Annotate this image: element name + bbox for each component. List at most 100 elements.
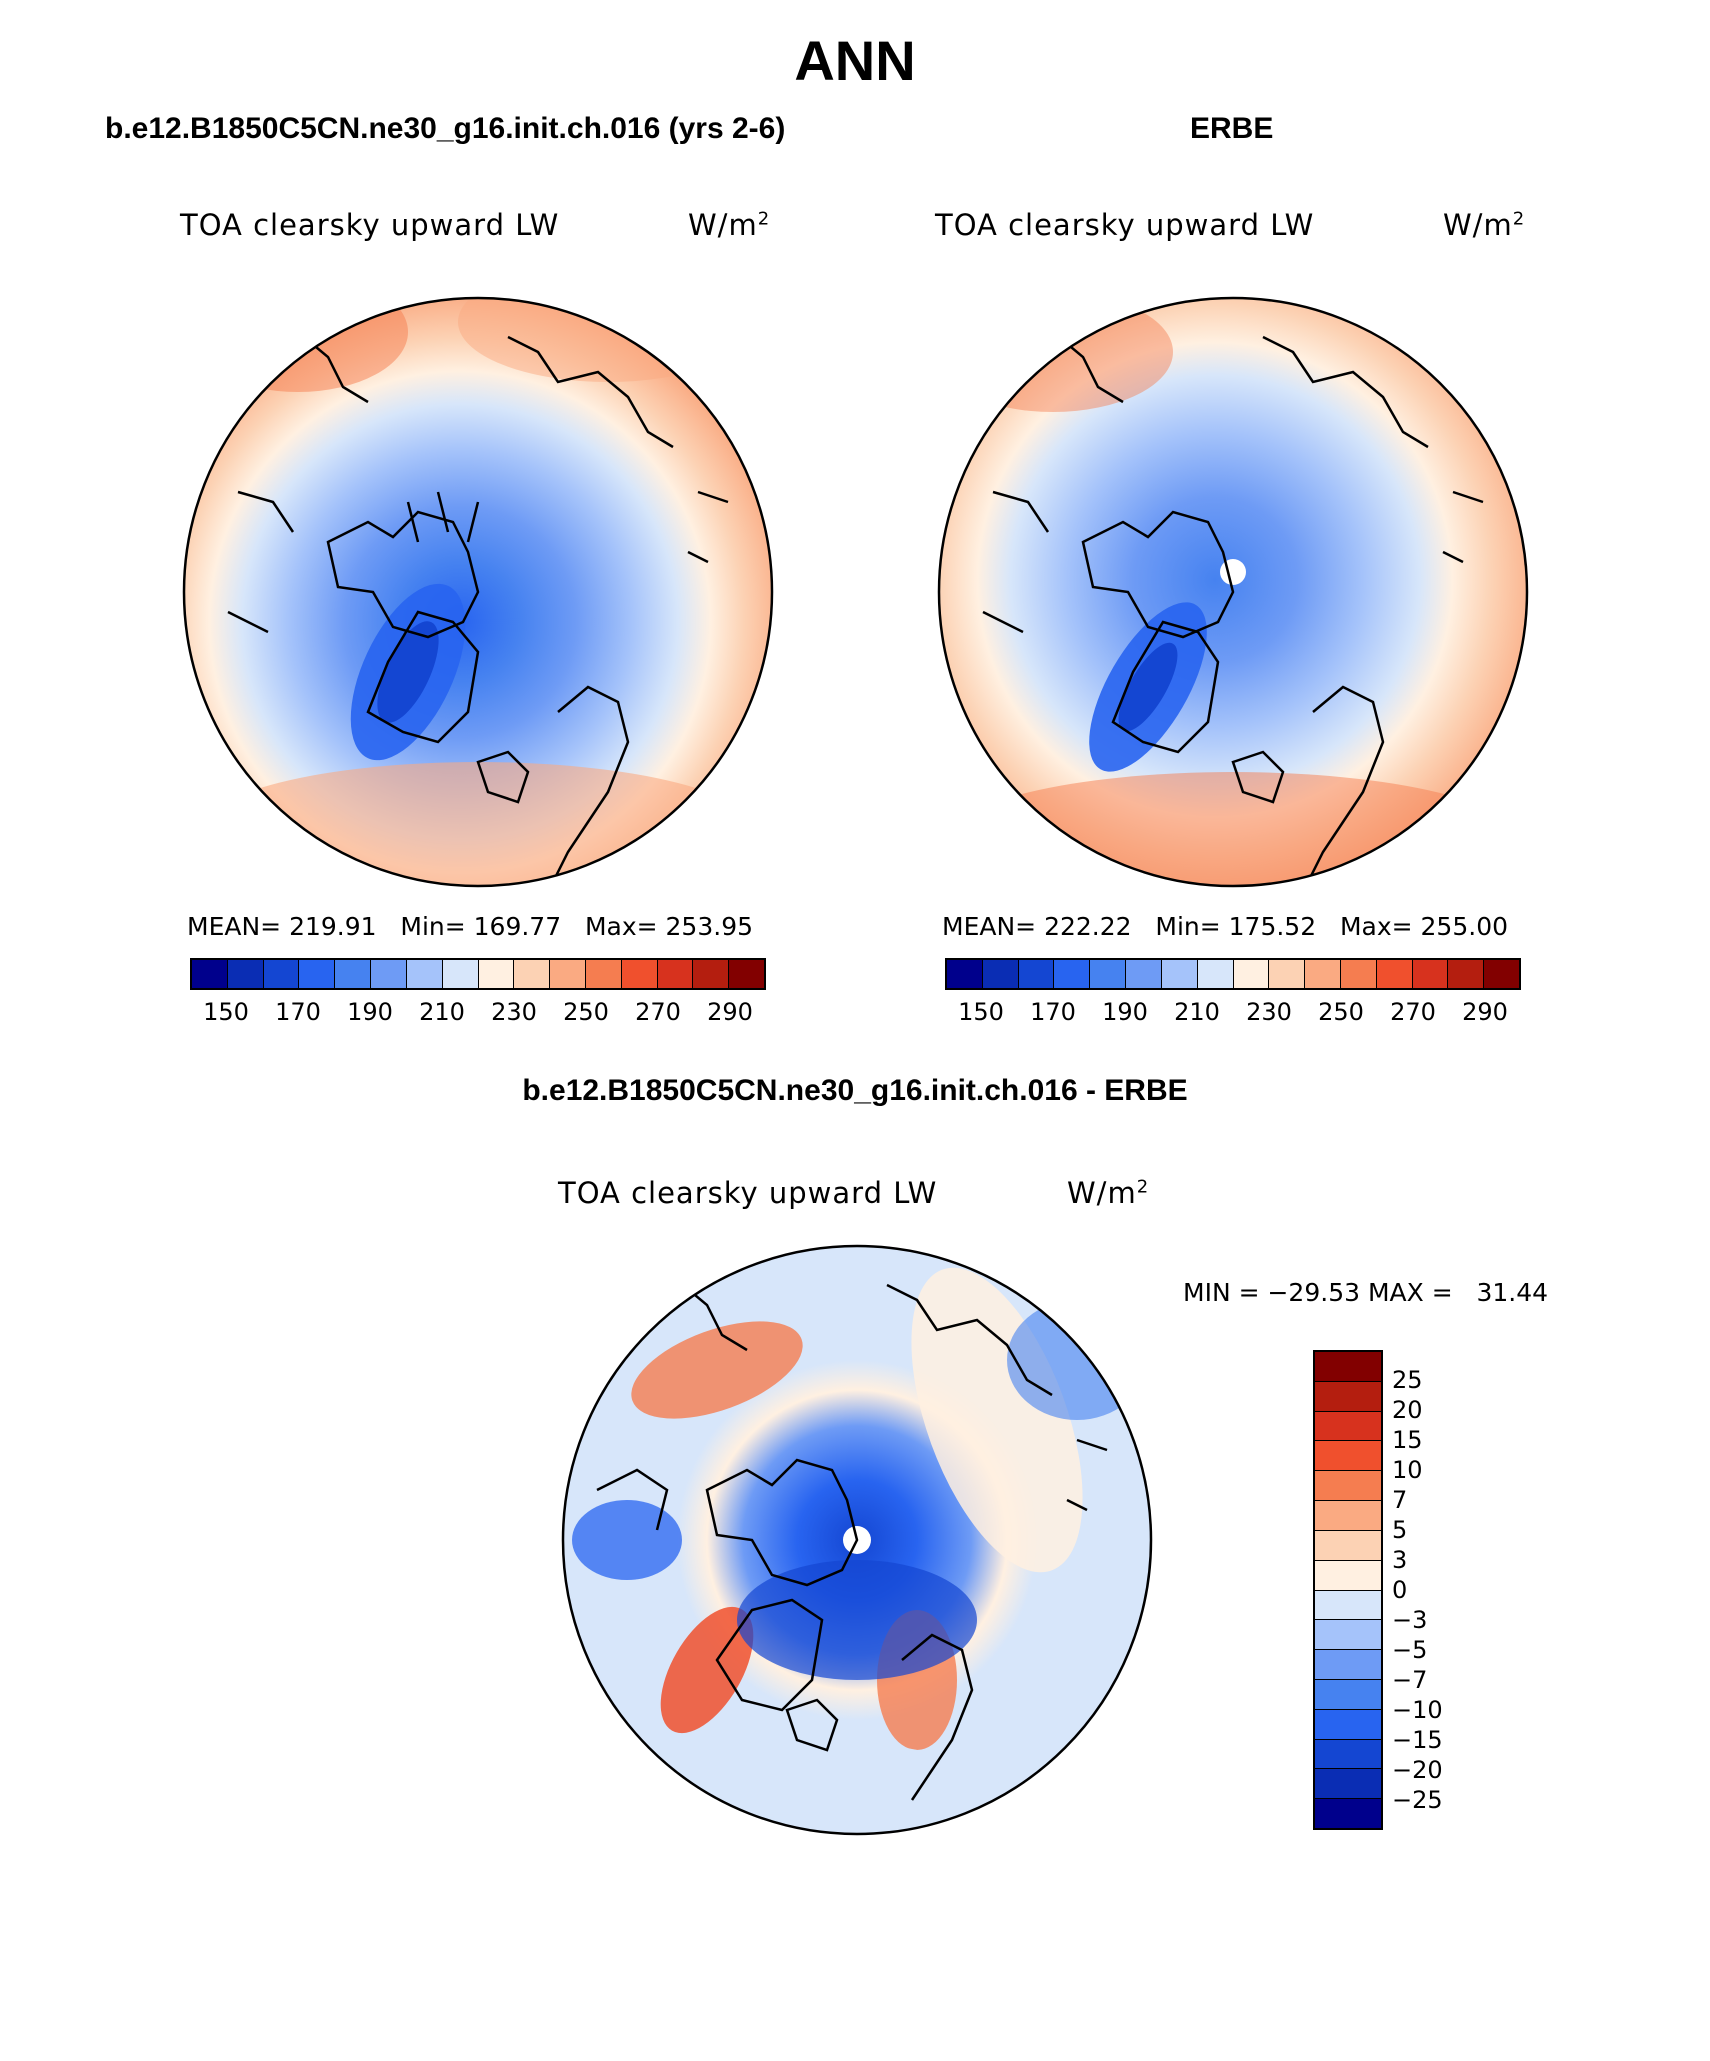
colorbar-swatch [192,960,228,988]
colorbar-swatch [1315,1679,1381,1710]
diff-panel-header: b.e12.B1850C5CN.ne30_g16.init.ch.016 - E… [522,1074,1188,1107]
colorbar-swatch [657,960,694,988]
colorbar-swatch [478,960,515,988]
colorbar-swatch [1126,960,1162,988]
colorbar-swatch [1315,1650,1381,1680]
colorbar-swatch [442,960,479,988]
colorbar-tick-label: 3 [1392,1546,1408,1574]
colorbar-swatch [550,960,586,988]
colorbar-tick-label: 150 [203,998,249,1026]
colorbar-swatch [1090,960,1127,988]
diff-colorbar [1313,1350,1383,1830]
colorbar-swatch [1197,960,1234,988]
colorbar-swatch [621,960,658,988]
colorbar-swatch [1305,960,1341,988]
colorbar-swatch [1315,1471,1381,1502]
colorbar-swatch [693,960,730,988]
colorbar-tick-label: −3 [1392,1606,1428,1634]
colorbar-tick-label: 170 [1030,998,1076,1026]
colorbar-tick-label: −5 [1392,1636,1428,1664]
colorbar-swatch [263,960,300,988]
colorbar-tick-label: 290 [707,998,753,1026]
colorbar-swatch [1315,1739,1381,1770]
obs-panel-header: ERBE [1190,112,1274,145]
colorbar-swatch [299,960,336,988]
colorbar-swatch [335,960,372,988]
colorbar-swatch [1315,1560,1381,1591]
figure-title: ANN [794,29,916,92]
colorbar-tick-label: −7 [1392,1666,1428,1694]
colorbar-tick-label: 250 [1318,998,1364,1026]
diff-variable-label: TOA clearsky upward LW [558,1176,938,1210]
colorbar-tick-label: 270 [1390,998,1436,1026]
colorbar-tick-label: 5 [1392,1516,1408,1544]
model-units-label: W/m2 [688,208,771,242]
obs-units-label: W/m2 [1443,208,1526,242]
colorbar-tick-label: −15 [1392,1726,1443,1754]
colorbar-swatch [1315,1709,1381,1740]
colorbar-swatch [1315,1769,1381,1800]
obs-stats: MEAN= 222.22 Min= 175.52 Max= 255.00 [942,912,1509,941]
colorbar-tick-label: 25 [1392,1366,1423,1394]
colorbar-tick-label: 20 [1392,1396,1423,1424]
colorbar-swatch [1315,1441,1381,1472]
obs-colorbar-ticks: 150 170 190 210 230 250 270 290 [945,998,1521,1028]
colorbar-tick-label: 190 [1102,998,1148,1026]
colorbar-swatch [406,960,443,988]
obs-variable-label: TOA clearsky upward LW [935,208,1315,242]
model-colorbar [190,958,766,990]
colorbar-tick-label: −25 [1392,1786,1443,1814]
colorbar-swatch [227,960,264,988]
colorbar-swatch [1315,1799,1381,1828]
colorbar-tick-label: 0 [1392,1576,1408,1604]
colorbar-swatch [1233,960,1270,988]
colorbar-swatch [1269,960,1306,988]
model-stats: MEAN= 219.91 Min= 169.77 Max= 253.95 [187,912,754,941]
colorbar-tick-label: −20 [1392,1756,1443,1784]
colorbar-tick-label: 230 [1246,998,1292,1026]
colorbar-swatch [1315,1352,1381,1382]
colorbar-tick-label: 15 [1392,1426,1423,1454]
colorbar-swatch [1018,960,1055,988]
colorbar-swatch [1054,960,1091,988]
colorbar-tick-label: 290 [1462,998,1508,1026]
colorbar-tick-label: 170 [275,998,321,1026]
diff-polar-map [561,1244,1153,1836]
colorbar-swatch [1376,960,1413,988]
model-panel-header: b.e12.B1850C5CN.ne30_g16.init.ch.016 (yr… [105,112,786,145]
model-polar-map [182,296,774,888]
colorbar-swatch [982,960,1019,988]
colorbar-tick-label: 190 [347,998,393,1026]
diff-units-label: W/m2 [1067,1176,1150,1210]
diff-stats: MIN = −29.53 MAX = 31.44 [1183,1278,1549,1307]
colorbar-swatch [1448,960,1485,988]
colorbar-swatch [1161,960,1198,988]
colorbar-swatch [947,960,983,988]
colorbar-tick-label: −10 [1392,1696,1443,1724]
colorbar-swatch [371,960,407,988]
obs-polar-map [937,296,1529,888]
colorbar-swatch [1315,1381,1381,1412]
colorbar-swatch [1484,960,1519,988]
diff-colorbar-ticks: 25 20 15 10 7 5 3 0 −3 −5 −7 −10 −15 −20 −25 [1392,1350,1452,1830]
colorbar-tick-label: 270 [635,998,681,1026]
colorbar-swatch [585,960,622,988]
colorbar-tick-label: 150 [958,998,1004,1026]
colorbar-tick-label: 230 [491,998,537,1026]
colorbar-tick-label: 210 [419,998,465,1026]
obs-colorbar [945,958,1521,990]
colorbar-swatch [1315,1411,1381,1442]
colorbar-swatch [1315,1501,1381,1531]
colorbar-swatch [514,960,551,988]
model-colorbar-ticks: 150 170 190 210 230 250 270 290 [190,998,766,1028]
colorbar-tick-label: 210 [1174,998,1220,1026]
colorbar-swatch [1340,960,1377,988]
model-variable-label: TOA clearsky upward LW [180,208,560,242]
colorbar-swatch [1315,1530,1381,1561]
colorbar-swatch [1412,960,1449,988]
colorbar-swatch [729,960,764,988]
colorbar-tick-label: 250 [563,998,609,1026]
colorbar-swatch [1315,1590,1381,1621]
colorbar-swatch [1315,1620,1381,1651]
colorbar-tick-label: 10 [1392,1456,1423,1484]
